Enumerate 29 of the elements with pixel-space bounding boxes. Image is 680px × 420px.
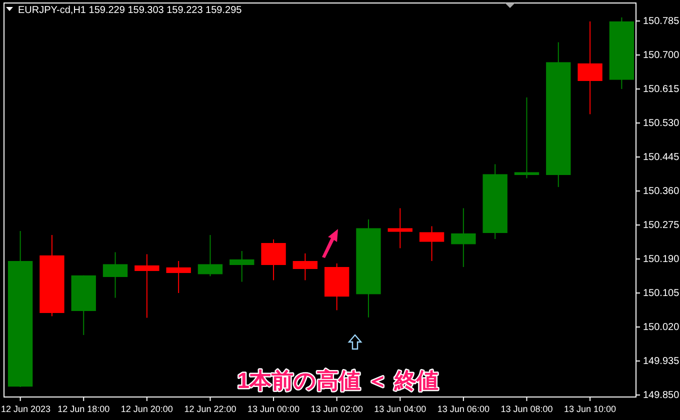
candlestick [134,254,160,318]
candlestick [230,250,254,282]
y-tick-label: 150.700 [643,50,680,62]
y-tick-label: 150.105 [643,288,680,300]
y-tick-label: 150.190 [643,254,680,266]
x-tick-label: 13 Jun 08:00 [500,404,553,414]
x-tick-label: 13 Jun 10:00 [564,404,616,414]
candlestick [514,96,540,179]
annotation: 1本前の高値 ＜ 終値 [237,368,439,393]
y-tick-label: 150.360 [643,186,680,198]
x-tick-label: 12 Jun 22:00 [184,404,236,414]
chart-title: EURJPY-cd,H1 159.229 159.303 159.223 159.295 [18,5,242,16]
x-tick-label: 12 Jun 20:00 [120,404,173,414]
x-tick-label: 13 Jun 06:00 [437,404,490,414]
y-tick-label: 150.020 [643,322,680,334]
y-tick-label: 149.850 [643,390,680,402]
y-tick-label: 150.530 [643,118,680,130]
y-tick-label: 150.445 [643,152,680,164]
x-tick-label: 12 Jun 2023 [1,404,51,414]
x-tick-label: 13 Jun 02:00 [310,404,363,414]
x-tick-label: 13 Jun 04:00 [374,404,426,414]
y-tick-label: 149.935 [643,356,680,368]
x-tick-label: 12 Jun 18:00 [58,404,110,414]
candlestick [166,260,191,294]
y-tick-label: 150.275 [643,220,680,232]
y-tick-label: 150.615 [643,84,680,96]
x-tick-label: 13 Jun 00:00 [248,404,300,414]
candlestick [388,208,412,249]
y-tick-label: 150.785 [643,16,680,28]
